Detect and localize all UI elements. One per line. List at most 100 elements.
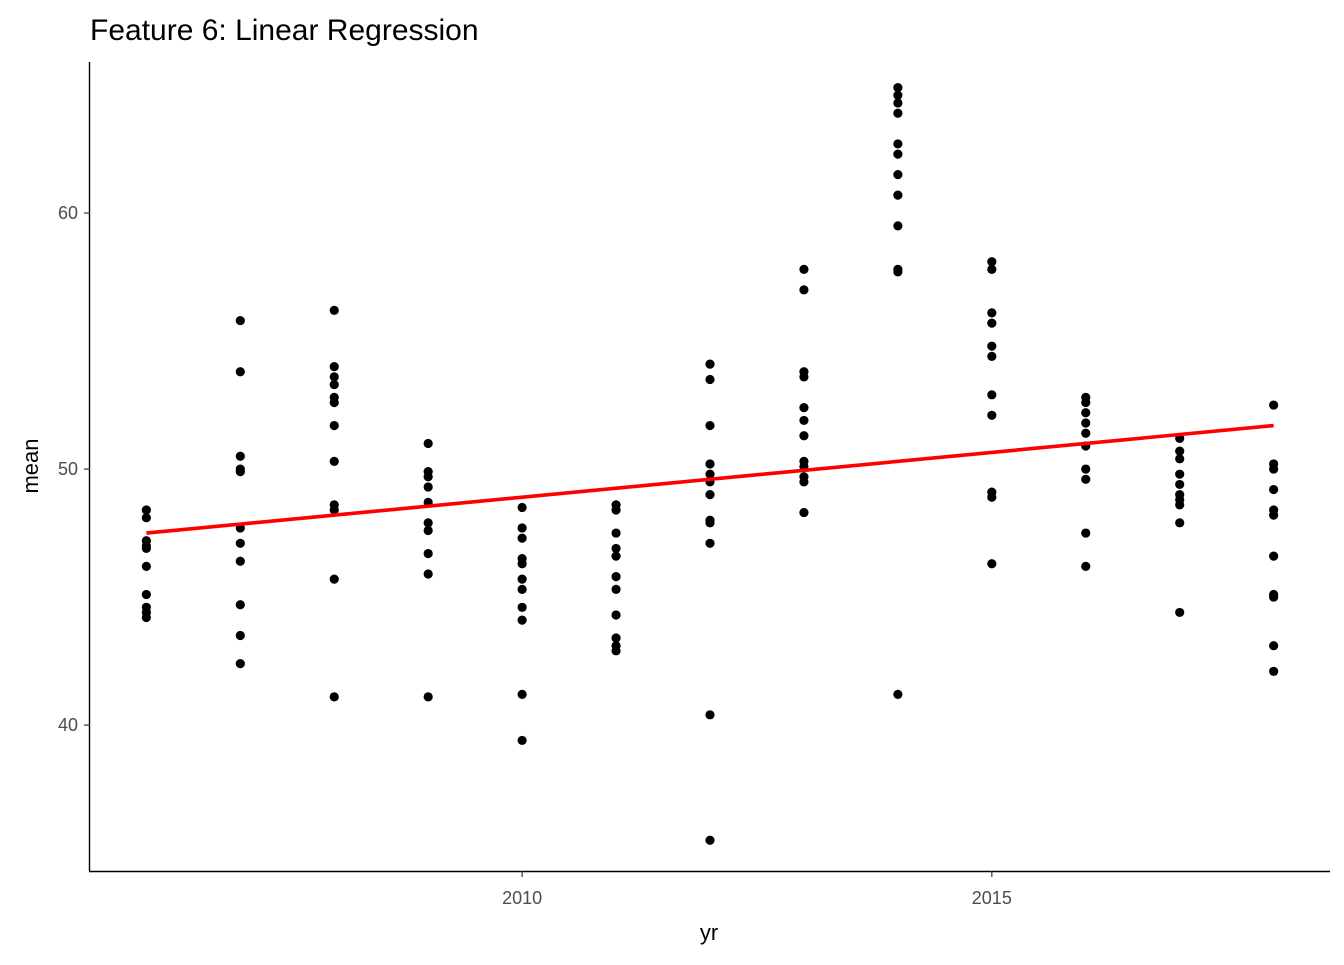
data-point-4 [141,543,151,554]
data-point-60 [611,584,621,594]
fit-layer [146,423,1274,535]
data-point-134 [1269,464,1279,474]
data-point-65 [705,359,715,369]
data-point-27 [329,420,339,431]
data-point-115 [1081,418,1091,428]
data-point-40 [423,548,433,559]
data-point-130 [1175,518,1185,528]
data-point-22 [329,362,339,372]
y-tick-label-2: 60 [58,203,78,223]
data-point-101 [987,257,997,267]
data-point-75 [705,710,715,720]
data-point-94 [893,149,903,159]
data-point-68 [705,459,715,469]
data-point-30 [329,505,339,515]
data-point-32 [329,692,339,702]
data-point-10 [235,315,245,326]
data-point-23 [329,372,339,382]
data-point-105 [987,341,997,351]
data-point-35 [423,472,433,482]
data-point-18 [235,600,245,610]
x-tick-label-0: 2010 [502,888,542,908]
data-point-93 [893,139,903,149]
data-point-100 [893,689,903,699]
data-point-119 [1081,474,1091,484]
data-point-17 [235,556,245,566]
data-point-57 [611,543,621,554]
data-point-78 [799,285,809,295]
data-point-9 [141,612,151,623]
data-point-88 [799,507,809,518]
data-point-121 [1081,561,1091,571]
y-tick-label-0: 40 [58,715,78,735]
data-point-51 [517,615,527,625]
data-point-81 [799,403,809,413]
data-point-36 [423,482,433,492]
chart-title: Feature 6: Linear Regression [90,14,479,47]
data-point-1 [141,513,151,523]
data-point-0 [141,505,151,515]
data-point-38 [423,518,433,528]
data-point-92 [893,108,903,118]
data-point-19 [235,630,245,641]
data-point-108 [987,410,997,420]
data-point-120 [1081,528,1091,538]
data-point-91 [893,98,903,108]
data-point-99 [893,267,903,277]
data-point-123 [1175,446,1185,456]
data-point-43 [517,502,527,513]
data-point-125 [1175,469,1185,479]
data-point-6 [141,589,151,600]
data-point-33 [423,438,433,449]
data-point-124 [1175,454,1185,464]
data-point-61 [611,610,621,620]
data-point-69 [705,469,715,479]
data-point-83 [799,431,809,441]
data-point-111 [987,559,997,569]
data-point-131 [1175,607,1185,618]
x-tick-label-1: 2015 [972,888,1012,908]
data-point-20 [235,659,245,669]
data-point-141 [1269,641,1279,651]
data-point-14 [235,467,245,477]
data-point-132 [1269,400,1279,410]
data-point-62 [611,633,621,643]
data-point-142 [1269,666,1279,676]
data-point-107 [987,390,997,400]
data-point-103 [987,308,997,318]
data-point-39 [423,525,433,536]
data-point-71 [705,490,715,500]
data-point-45 [517,533,527,543]
data-point-80 [799,372,809,382]
data-point-137 [1269,510,1279,520]
data-point-102 [987,264,997,274]
data-point-52 [517,689,527,699]
data-point-64 [611,646,621,656]
data-point-129 [1175,500,1185,510]
data-point-90 [893,90,903,100]
data-point-24 [329,379,339,390]
data-point-12 [235,451,245,461]
data-point-53 [517,735,527,746]
data-point-96 [893,190,903,200]
data-point-95 [893,170,903,180]
data-point-16 [235,538,245,548]
x-ticks: 2010 2015 [502,871,1012,908]
data-point-42 [423,692,433,702]
data-point-67 [705,420,715,431]
data-point-50 [517,602,527,612]
data-point-126 [1175,479,1185,490]
data-point-104 [987,318,997,328]
data-point-74 [705,538,715,548]
y-tick-label-1: 50 [58,459,78,479]
data-point-113 [1081,397,1091,408]
data-point-26 [329,397,339,408]
data-point-47 [517,559,527,569]
data-point-58 [611,551,621,561]
data-point-76 [705,835,715,845]
data-point-28 [329,456,339,466]
data-point-114 [1081,408,1091,418]
regression-line [146,423,1274,535]
